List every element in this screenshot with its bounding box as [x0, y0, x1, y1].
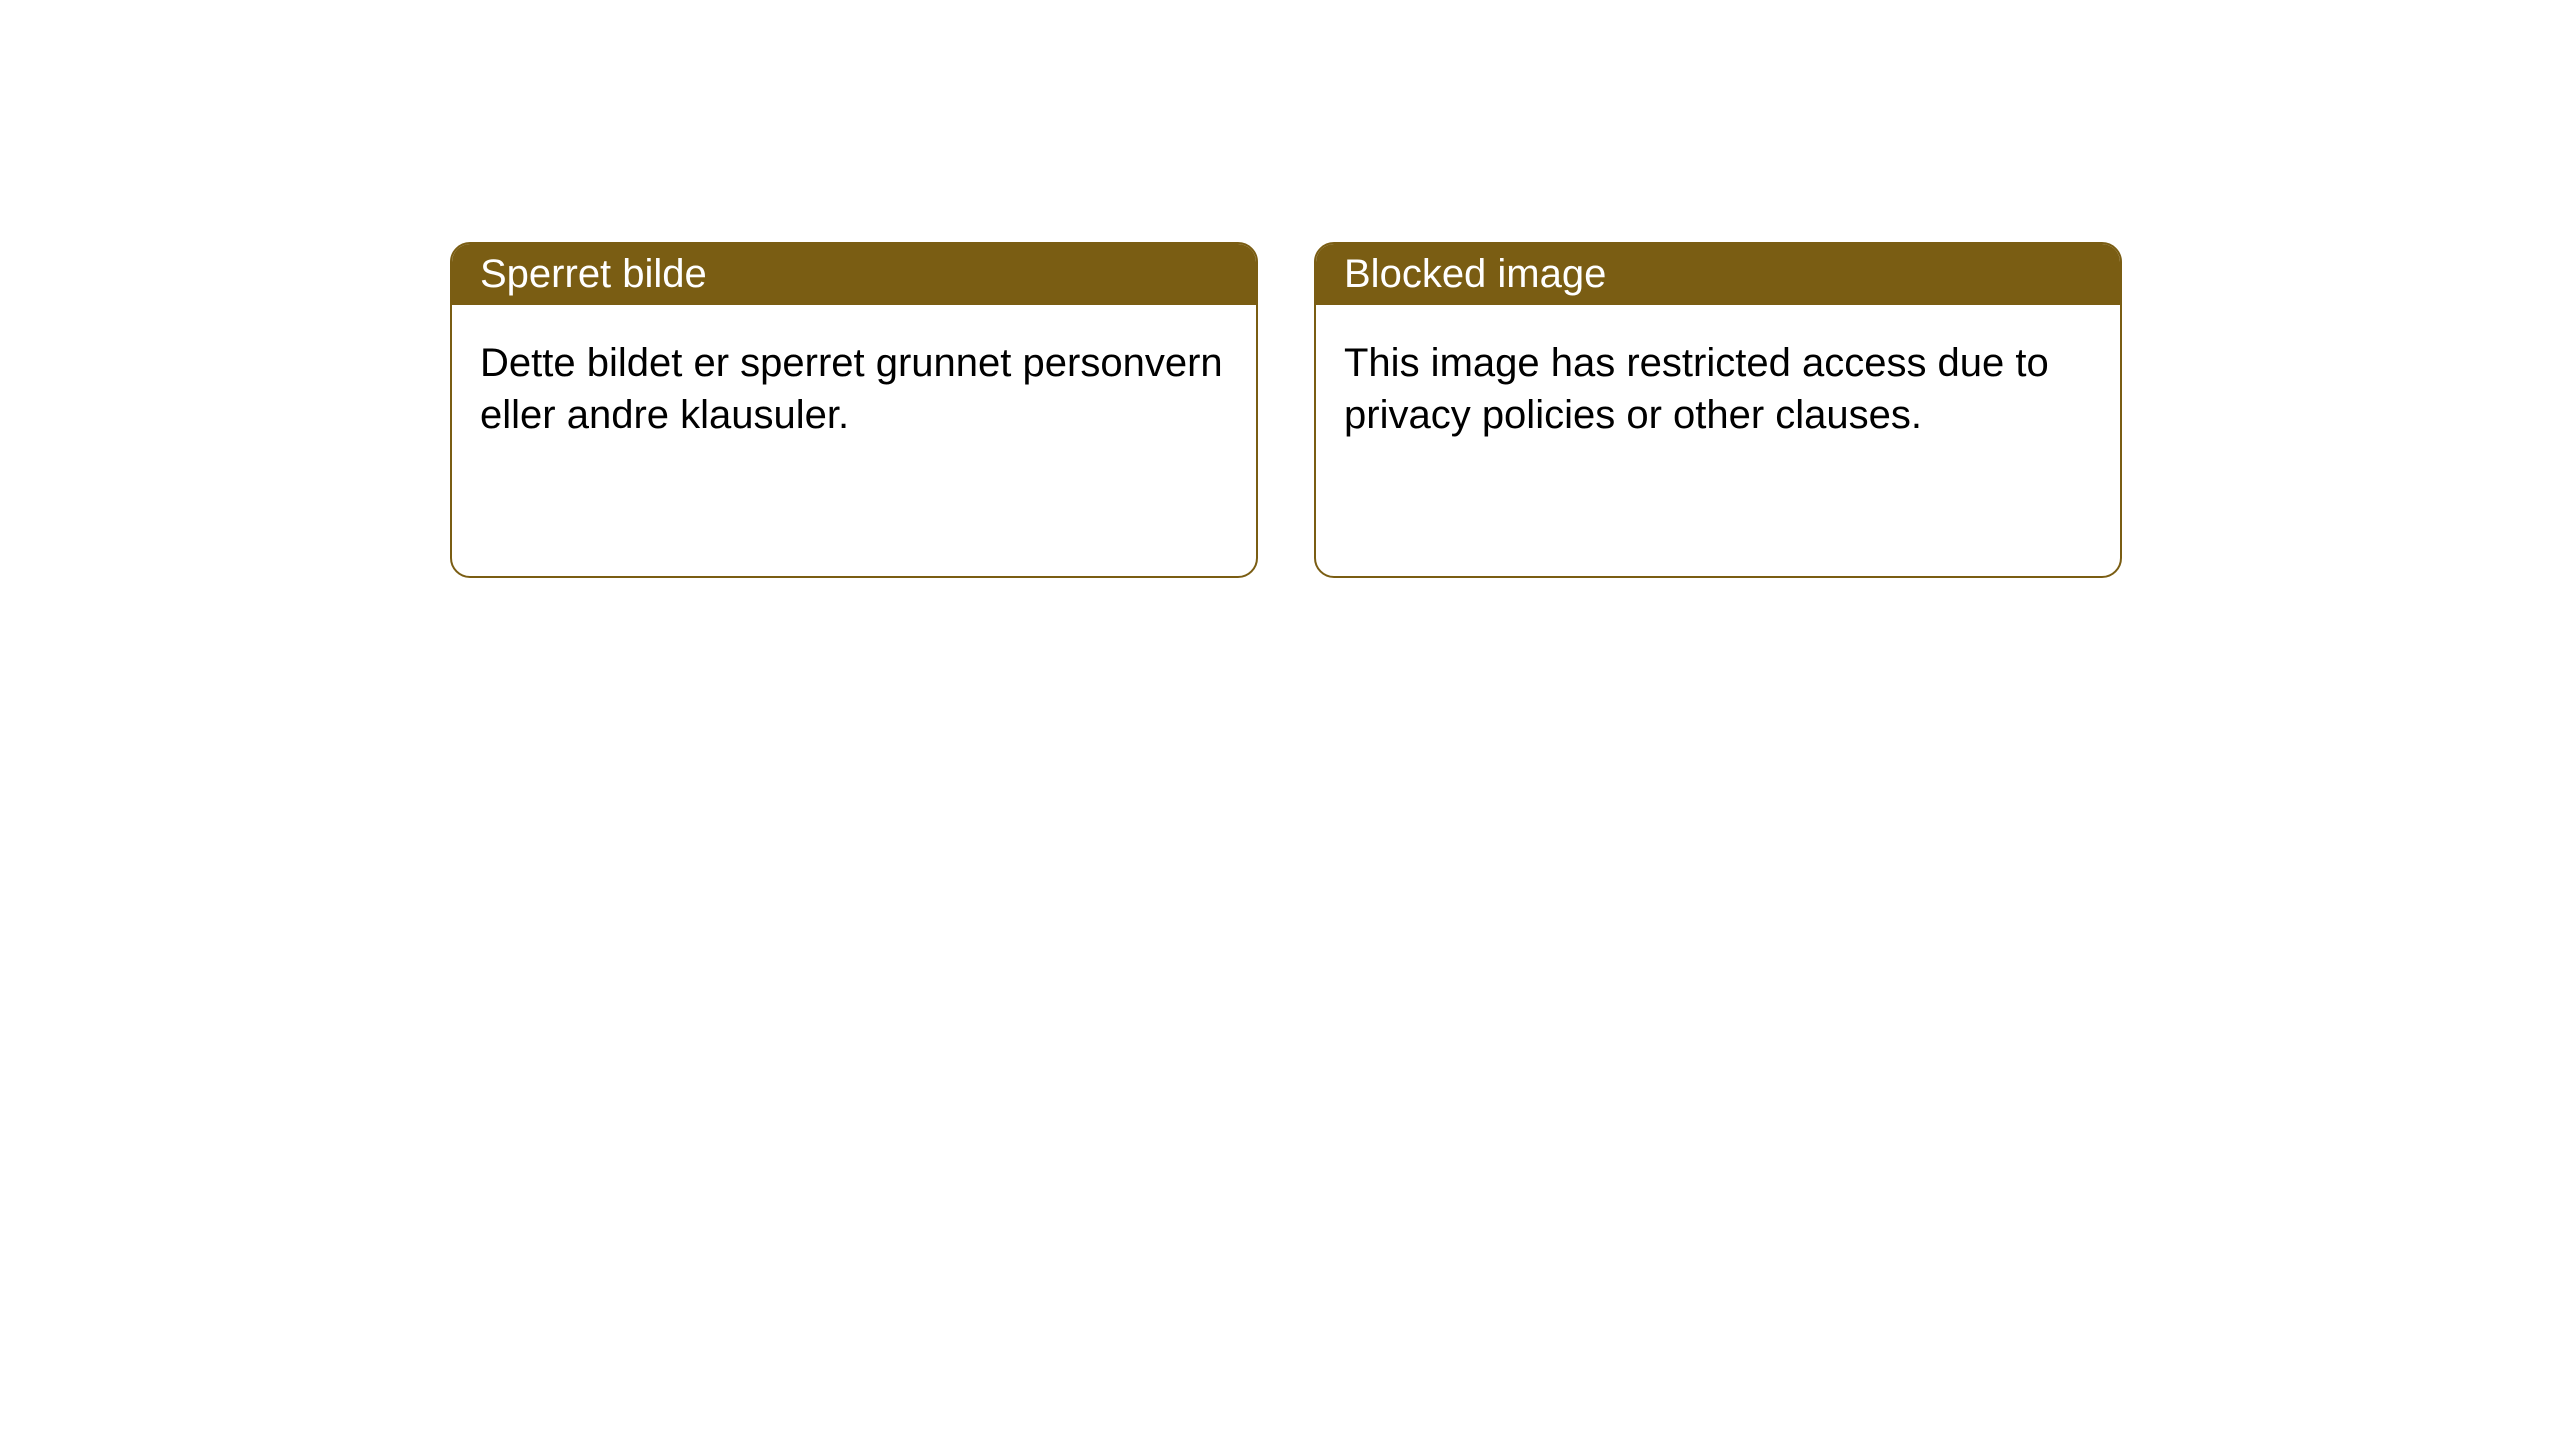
- notice-body: Dette bildet er sperret grunnet personve…: [452, 305, 1256, 473]
- notice-header: Blocked image: [1316, 244, 2120, 305]
- notice-body: This image has restricted access due to …: [1316, 305, 2120, 473]
- notice-body-text: This image has restricted access due to …: [1344, 341, 2049, 437]
- notice-container: Sperret bilde Dette bildet er sperret gr…: [450, 242, 2122, 578]
- notice-body-text: Dette bildet er sperret grunnet personve…: [480, 341, 1223, 437]
- notice-header: Sperret bilde: [452, 244, 1256, 305]
- notice-title: Sperret bilde: [480, 252, 707, 296]
- notice-title: Blocked image: [1344, 252, 1606, 296]
- notice-card-english: Blocked image This image has restricted …: [1314, 242, 2122, 578]
- notice-card-norwegian: Sperret bilde Dette bildet er sperret gr…: [450, 242, 1258, 578]
